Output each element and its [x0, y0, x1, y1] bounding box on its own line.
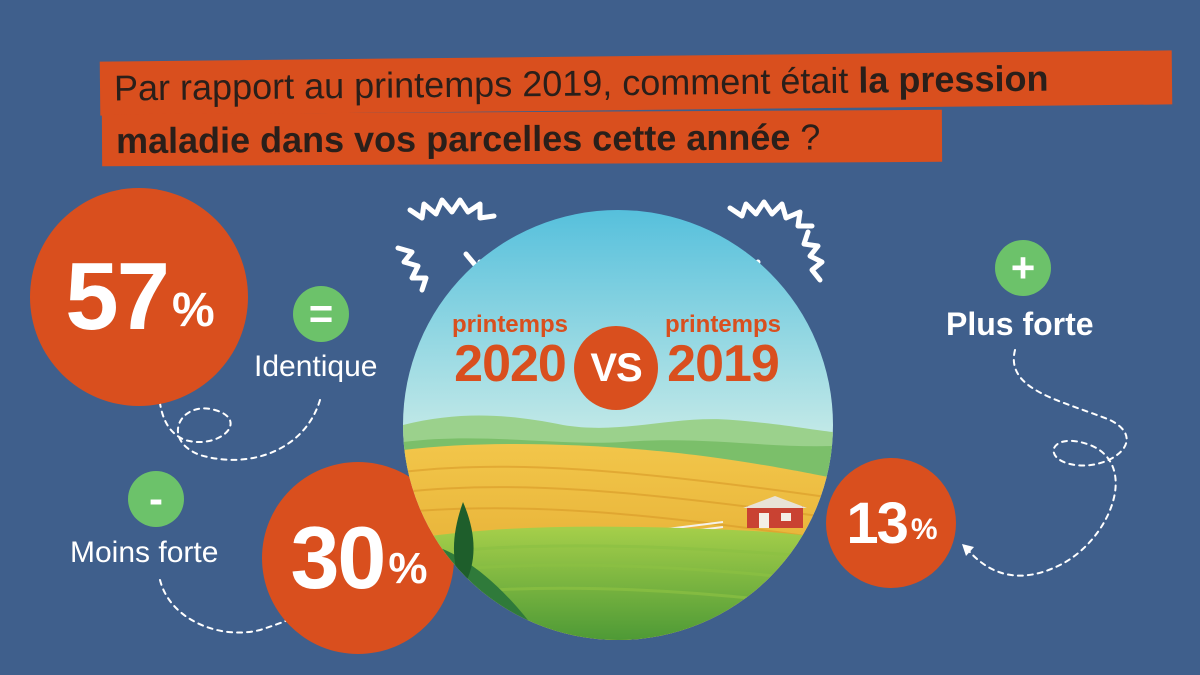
result-moins-unit: % — [388, 544, 427, 593]
title-line1-regular: Par rapport au printemps 2019, comment é… — [113, 59, 859, 109]
vs-badge: VS — [574, 326, 658, 410]
equals-icon: = — [293, 286, 349, 342]
result-identique-value: 57 — [65, 243, 170, 350]
result-plus-unit: % — [910, 513, 938, 546]
comparison-left-year: 2020 — [454, 335, 567, 393]
result-identique-circle: 57% — [30, 188, 248, 406]
result-plus-circle: 13% — [826, 458, 956, 588]
comparison-left-label: printemps — [451, 311, 568, 338]
title-line-2: maladie dans vos parcelles cette année ? — [101, 109, 943, 167]
title-line-1: Par rapport au printemps 2019, comment é… — [99, 50, 1173, 116]
landscape-illustration — [403, 210, 833, 640]
result-identique-unit: % — [172, 283, 215, 337]
title-line2-regular: ? — [790, 116, 821, 158]
result-identique-label: Identique — [254, 350, 378, 383]
comparison-right-label: printemps — [664, 311, 781, 338]
comparison-left: printemps 2020 — [450, 311, 570, 393]
minus-icon: - — [128, 471, 184, 527]
comparison-right: printemps 2019 — [658, 311, 788, 393]
title-line2-bold: maladie dans vos parcelles cette année — [115, 116, 791, 162]
result-moins-value: 30 — [290, 508, 386, 607]
result-moins-label: Moins forte — [70, 536, 219, 569]
plus-icon: + — [995, 240, 1051, 296]
comparison-right-year: 2019 — [667, 335, 780, 393]
result-plus-value: 13 — [846, 490, 908, 556]
result-plus-label: Plus forte — [946, 306, 1094, 342]
title-line1-bold: la pression — [858, 57, 1049, 101]
